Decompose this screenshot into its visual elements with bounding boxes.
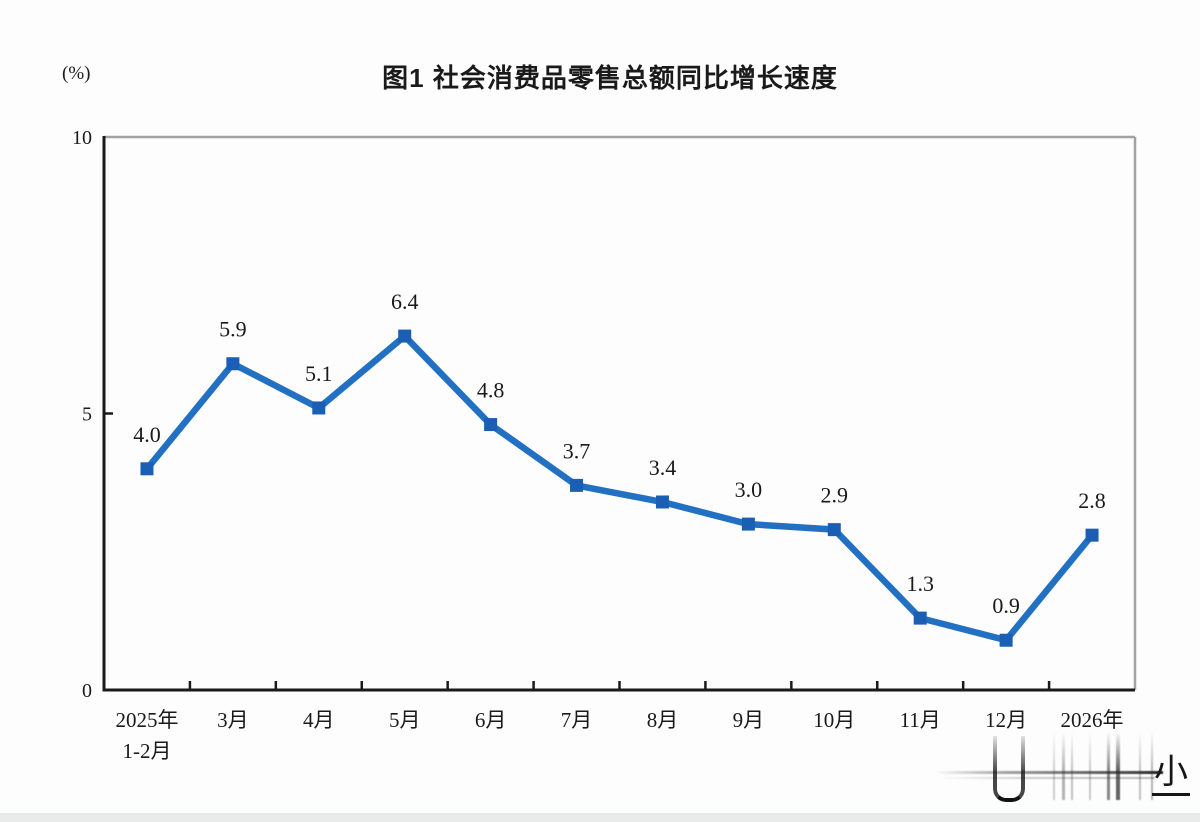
data-point-marker: [398, 329, 412, 343]
data-point-marker: [655, 495, 669, 509]
chart-title: 图1 社会消费品零售总额同比增长速度: [382, 63, 838, 93]
data-point-marker: [999, 633, 1013, 647]
data-point-marker: [312, 401, 326, 415]
data-point-marker: [913, 611, 927, 625]
data-point-label: 4.0: [133, 422, 161, 447]
x-tick-label: 2026年: [1061, 708, 1124, 732]
data-point-label: 6.4: [391, 289, 419, 314]
x-tick-label: 3月: [217, 708, 249, 732]
data-point-label: 0.9: [992, 593, 1020, 618]
y-tick-label: 5: [82, 404, 92, 426]
y-tick-label: 10: [72, 127, 92, 149]
x-tick-label: 7月: [561, 708, 593, 732]
data-point-label: 5.1: [305, 361, 333, 386]
x-tick-label: 1-2月: [122, 739, 171, 763]
x-tick-label: 4月: [303, 708, 335, 732]
x-tick-label: 11月: [900, 708, 941, 732]
y-axis-unit-label: (%): [62, 63, 91, 84]
data-point-label: 2.9: [821, 483, 849, 508]
data-point-marker: [741, 517, 755, 531]
data-point-marker: [827, 523, 841, 537]
data-point-marker: [140, 462, 154, 476]
x-tick-label: 2025年: [115, 708, 178, 732]
data-point-marker: [226, 357, 240, 371]
x-tick-label: 9月: [733, 708, 765, 732]
data-point-label: 5.9: [219, 317, 247, 342]
data-point-label: 3.4: [649, 455, 677, 480]
data-point-marker: [484, 418, 498, 432]
series-line: [144, 331, 1095, 644]
data-point-label: 3.7: [563, 438, 591, 463]
data-point-label: 3.0: [735, 477, 763, 502]
x-tick-label: 5月: [389, 708, 421, 732]
data-point-marker: [570, 478, 584, 492]
data-point-label: 4.8: [477, 378, 505, 403]
y-tick-label: 0: [82, 680, 92, 702]
x-tick-label: 6月: [475, 708, 507, 732]
data-point-marker: [1085, 528, 1099, 542]
x-tick-label: 10月: [813, 708, 855, 732]
data-point-label: 2.8: [1078, 488, 1106, 513]
data-point-label: 1.3: [906, 571, 934, 596]
x-tick-label: 8月: [647, 708, 679, 732]
bottom-edge-strip: [0, 813, 1200, 822]
x-tick-label: 12月: [985, 708, 1027, 732]
